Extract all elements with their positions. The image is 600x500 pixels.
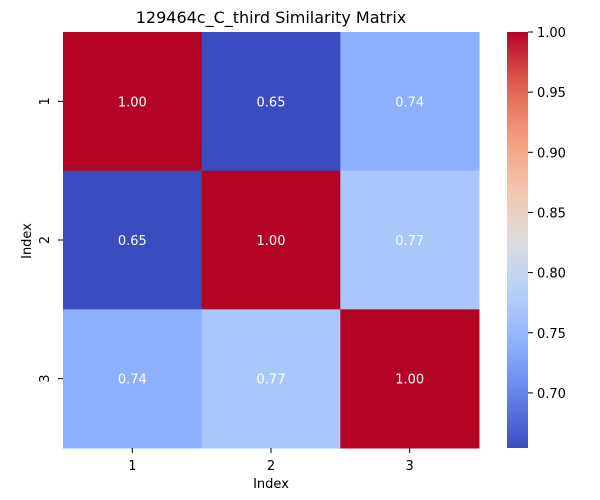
chart-title: 129464c_C_third Similarity Matrix [136, 8, 407, 28]
cell-value-label: 1.00 [118, 95, 147, 110]
x-tick-label: 1 [128, 459, 136, 474]
cell-value-label: 0.74 [395, 95, 424, 110]
colorbar-ticks: 0.70 0.75 0.80 0.85 0.90 0.95 1.00 [528, 26, 566, 402]
heatmap-cell [340, 309, 480, 449]
cell-value-label: 0.77 [395, 234, 424, 249]
colorbar [507, 32, 528, 448]
colorbar-tick-label: 0.70 [537, 387, 566, 402]
colorbar-tick-label: 0.75 [537, 327, 566, 342]
y-tick-label: 2 [38, 236, 53, 244]
colorbar-tick-label: 1.00 [537, 26, 566, 41]
heatmap-cell [63, 170, 203, 310]
heatmap-cell [340, 170, 480, 310]
colorbar-tick-label: 0.85 [537, 206, 566, 221]
cell-value-label: 1.00 [257, 234, 286, 249]
x-axis-label: Index [253, 477, 289, 492]
cell-value-label: 0.65 [118, 234, 147, 249]
heatmap-cell [201, 309, 341, 449]
cell-value-label: 1.00 [395, 373, 424, 388]
y-axis-label: Index [20, 223, 35, 259]
heatmap-cell [201, 32, 341, 172]
colorbar-tick-label: 0.95 [537, 86, 566, 101]
heatmap-axes: 1 2 3 1 2 3 [38, 97, 414, 474]
colorbar-tick-label: 0.80 [537, 267, 566, 282]
cell-value-label: 0.65 [257, 95, 286, 110]
heatmap-cell [63, 32, 203, 172]
y-tick-label: 3 [38, 375, 53, 383]
x-tick-label: 3 [406, 459, 414, 474]
heatmap-cells: 1.00 0.65 0.74 0.65 1.00 0.77 0.74 0.77 1.00 [63, 32, 480, 449]
heatmap-cell [201, 170, 341, 310]
cell-value-label: 0.77 [257, 373, 286, 388]
y-tick-label: 1 [38, 97, 53, 105]
colorbar-tick-label: 0.90 [537, 146, 566, 161]
heatmap-cell [340, 32, 480, 172]
heatmap-cell [63, 309, 203, 449]
x-tick-label: 2 [267, 459, 275, 474]
cell-value-label: 0.74 [118, 373, 147, 388]
